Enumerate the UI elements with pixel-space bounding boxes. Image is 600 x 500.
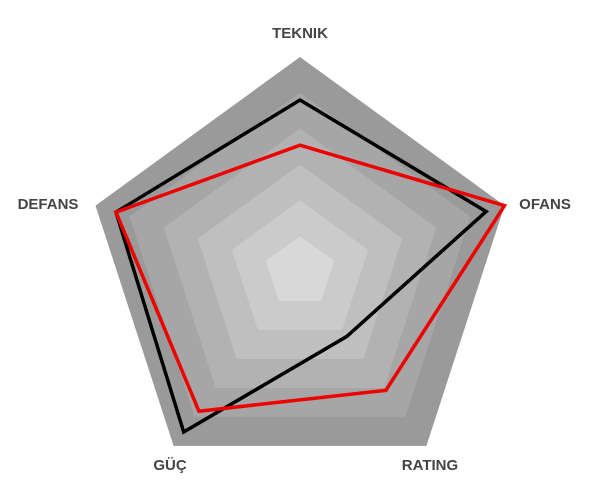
axis-label-rating: RATING bbox=[402, 457, 458, 474]
axis-labels: TEKNIK OFANS RATING GÜÇ DEFANS bbox=[18, 25, 571, 474]
radar-band-6 bbox=[265, 236, 335, 301]
radar-series-1 bbox=[113, 97, 490, 435]
axis-label-teknik: TEKNIK bbox=[272, 25, 328, 42]
radar-series-layer bbox=[113, 97, 508, 435]
axis-label-ofans: OFANS bbox=[519, 196, 571, 213]
radar-series-2 bbox=[113, 143, 508, 414]
axis-label-defans: DEFANS bbox=[18, 196, 79, 213]
axis-label-guc: GÜÇ bbox=[153, 457, 187, 474]
radar-background-bands bbox=[95, 57, 505, 446]
